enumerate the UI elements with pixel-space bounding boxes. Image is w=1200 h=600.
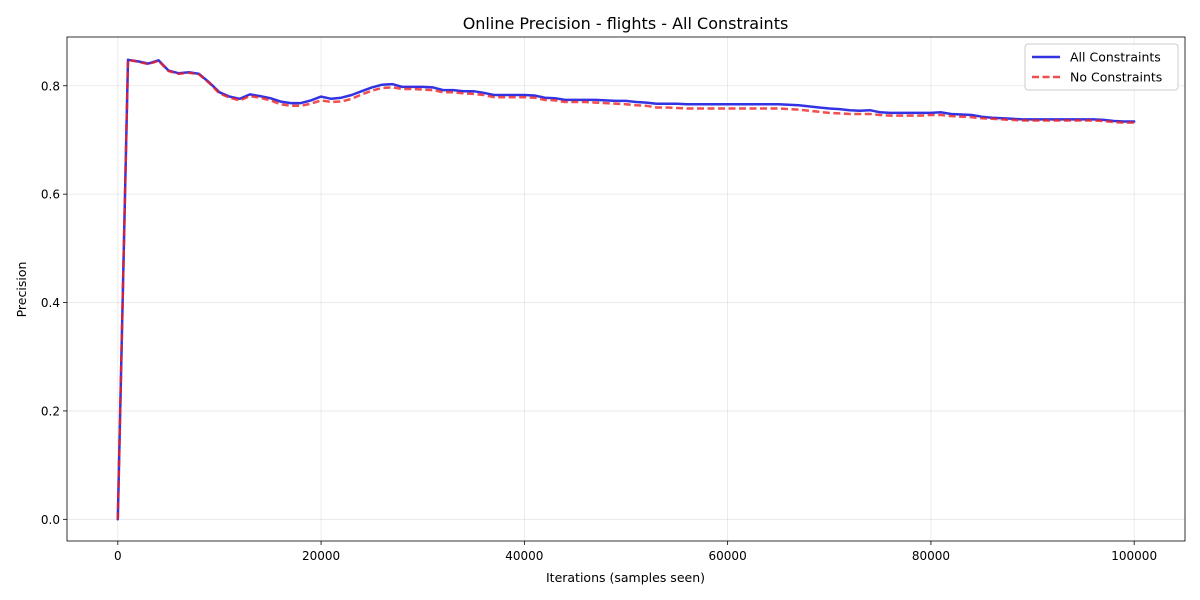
y-tick-label: 0.4 <box>41 296 60 310</box>
chart-title: Online Precision - flights - All Constra… <box>463 14 789 33</box>
x-tick-label: 20000 <box>302 549 340 563</box>
x-tick-label: 0 <box>114 549 122 563</box>
series-lines <box>116 58 1136 521</box>
y-axis-label: Precision <box>14 262 29 318</box>
legend-label-no-constraints: No Constraints <box>1070 70 1162 85</box>
legend: All Constraints No Constraints <box>1024 43 1179 91</box>
plot-frame <box>66 36 1186 542</box>
x-tick-label: 60000 <box>709 549 747 563</box>
y-tick-label: 0.8 <box>41 79 60 93</box>
x-axis-label: Iterations (samples seen) <box>546 570 705 585</box>
x-tick-label: 40000 <box>505 549 543 563</box>
y-tick-label: 0.2 <box>41 404 60 418</box>
legend-label-all-constraints: All Constraints <box>1070 50 1161 65</box>
y-tick-label: 0.0 <box>41 513 60 527</box>
y-tick-label: 0.6 <box>41 188 60 202</box>
legend-box <box>1024 43 1179 91</box>
x-tick-label: 100000 <box>1111 549 1157 563</box>
series-line-all-constraints <box>116 58 1136 521</box>
series-line-no-constraints <box>116 58 1135 520</box>
axis-ticks: 0 20000 40000 60000 80000 100000 0.0 0.2 0.4 0.6 0… <box>41 79 1157 563</box>
x-tick-label: 80000 <box>912 549 950 563</box>
